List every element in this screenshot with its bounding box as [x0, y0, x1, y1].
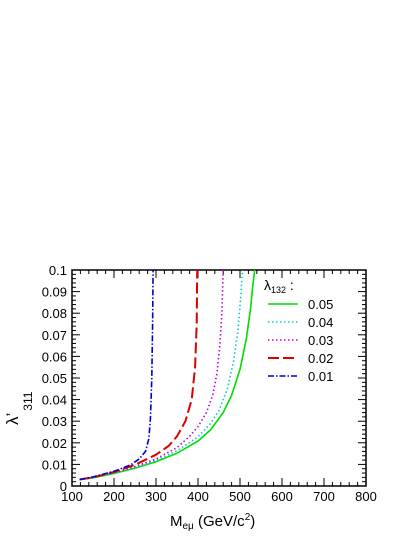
y-tick-label: 0.07 [42, 328, 67, 343]
x-axis-label-symbol: M [170, 513, 183, 530]
x-axis-label-subscript: eμ [183, 521, 195, 532]
y-tick-label: 0.03 [42, 414, 67, 429]
x-axis-label: Meμ (GeV/c2) [170, 512, 255, 532]
x-tick-label: 200 [103, 489, 125, 504]
legend-title-symbol: λ [264, 277, 271, 293]
y-axis-label: λ’ 311 [3, 391, 35, 425]
x-tick-label: 100 [61, 489, 83, 504]
y-tick-label: 0.06 [42, 349, 67, 364]
series-line-0.03 [79, 269, 224, 481]
series-line-0.05 [79, 269, 256, 481]
y-tick-label: 0.04 [42, 393, 67, 408]
legend-title-colon: : [286, 277, 294, 293]
y-axis-label-subscript: 311 [21, 391, 35, 410]
x-tick-label: 300 [145, 489, 167, 504]
legend-label: 0.05 [308, 297, 333, 312]
x-tick-label: 500 [229, 489, 251, 504]
y-tick-label: 0.02 [42, 436, 67, 451]
y-tick-label: 0.01 [42, 457, 67, 472]
legend-label: 0.03 [308, 333, 333, 348]
x-tick-labels: 100 200 300 400 500 600 700 800 [61, 489, 377, 504]
x-tick-label: 700 [313, 489, 335, 504]
y-tick-label: 0 [60, 479, 67, 494]
series-group [79, 269, 256, 481]
legend-label: 0.02 [308, 351, 333, 366]
y-tick-labels: 0 0.01 0.02 0.03 0.04 0.05 0.06 0.07 0.08 0.09 0.1 [42, 263, 67, 494]
x-tick-label: 800 [355, 489, 377, 504]
y-tick-label: 0.08 [42, 306, 67, 321]
axis-ticks [71, 269, 367, 487]
series-line-0.02 [79, 269, 199, 481]
legend-title-subscript: 132 [271, 285, 286, 295]
x-tick-label: 400 [187, 489, 209, 504]
y-axis-label-symbol: λ’ [3, 413, 22, 425]
series-line-0.04 [79, 269, 244, 481]
legend-title: λ132 : [264, 277, 294, 295]
y-tick-label: 0.05 [42, 371, 67, 386]
x-axis-label-superscript: 2 [245, 512, 251, 523]
series-line-0.01 [79, 269, 154, 481]
y-tick-label: 0.09 [42, 285, 67, 300]
y-tick-label: 0.1 [49, 263, 67, 278]
x-tick-label: 600 [271, 489, 293, 504]
legend-label: 0.04 [308, 315, 333, 330]
legend: λ132 : 0.05 0.04 0.03 0.02 0.01 [264, 277, 333, 384]
legend-label: 0.01 [308, 369, 333, 384]
x-axis-label-unit: (GeV/c [194, 513, 245, 530]
x-axis-label-close: ) [250, 513, 255, 530]
